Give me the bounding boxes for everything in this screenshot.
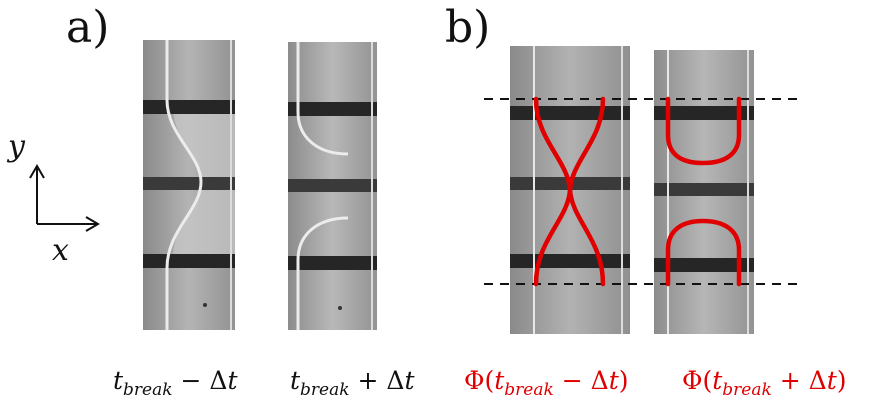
dark-band-bottom: [288, 256, 377, 270]
x-arrow-head: [85, 216, 100, 232]
dark-band-top: [288, 102, 377, 116]
interface-left: [165, 40, 203, 330]
dust-speck: [203, 303, 207, 307]
caption-after-break: tbreak + Δt: [290, 366, 415, 400]
upper-cap: [296, 42, 349, 156]
x-axis-label: x: [52, 233, 69, 268]
lower-cap: [296, 216, 349, 330]
dark-band-middle: [654, 183, 754, 196]
contour-lower-cap: [665, 218, 742, 287]
caption-contour-after-break: Φ(tbreak + Δt): [682, 366, 847, 400]
contour-upper-cap: [665, 96, 742, 166]
dark-band-top: [654, 106, 754, 120]
frame-after-break-contour: [654, 50, 754, 334]
dark-band-bottom: [654, 258, 754, 272]
frame-after-break: [288, 42, 377, 330]
dark-band-middle: [288, 179, 377, 192]
frame-before-break: [143, 40, 235, 330]
contour-hourglass-right: [567, 96, 606, 287]
caption-contour-before-break: Φ(tbreak − Δt): [464, 366, 629, 400]
dark-band-middle: [143, 177, 235, 190]
dust-speck: [338, 306, 342, 310]
caption-before-break: tbreak − Δt: [113, 366, 238, 400]
panel-label-b: b): [445, 2, 491, 53]
y-arrow-head: [29, 164, 45, 179]
panel-label-a: a): [66, 2, 110, 53]
y-axis-label: y: [8, 129, 25, 164]
contour-hourglass-left: [533, 96, 573, 287]
